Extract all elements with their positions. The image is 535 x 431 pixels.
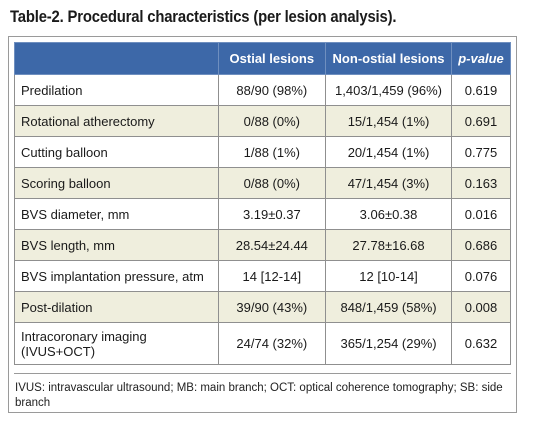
table-row: Predilation 88/90 (98%) 1,403/1,459 (96%…: [14, 74, 511, 106]
row-ostial: 39/90 (43%): [217, 291, 327, 323]
row-nonostial: 15/1,454 (1%): [325, 105, 452, 137]
header-pvalue: p-value: [451, 42, 511, 75]
table-row: Rotational atherectomy 0/88 (0%) 15/1,45…: [14, 105, 511, 137]
row-label: BVS length, mm: [14, 229, 219, 261]
procedural-characteristics-table: Ostial lesions Non-ostial lesions p-valu…: [14, 42, 511, 365]
row-ostial: 14 [12-14]: [217, 260, 327, 292]
row-ostial: 24/74 (32%): [217, 322, 327, 365]
row-nonostial: 848/1,459 (58%): [325, 291, 452, 323]
row-nonostial: 1,403/1,459 (96%): [325, 74, 452, 106]
row-nonostial: 12 [10-14]: [325, 260, 452, 292]
footnote-divider: [14, 373, 511, 374]
row-ostial: 0/88 (0%): [217, 105, 327, 137]
row-label: Post-dilation: [14, 291, 219, 323]
row-pvalue: 0.076: [451, 260, 511, 292]
table-row: Intracoronary imaging (IVUS+OCT) 24/74 (…: [14, 322, 511, 365]
table-row: BVS diameter, mm 3.19±0.37 3.06±0.38 0.0…: [14, 198, 511, 230]
row-nonostial: 365/1,254 (29%): [325, 322, 452, 365]
header-ostial: Ostial lesions: [217, 42, 327, 75]
row-pvalue: 0.632: [451, 322, 511, 365]
row-label: BVS implantation pressure, atm: [14, 260, 219, 292]
row-pvalue: 0.016: [451, 198, 511, 230]
table-frame: Ostial lesions Non-ostial lesions p-valu…: [8, 36, 517, 413]
row-ostial: 28.54±24.44: [217, 229, 327, 261]
row-pvalue: 0.619: [451, 74, 511, 106]
row-nonostial: 47/1,454 (3%): [325, 167, 452, 199]
row-pvalue: 0.686: [451, 229, 511, 261]
row-label-line2: (IVUS+OCT): [21, 343, 96, 359]
table-title: Table-2. Procedural characteristics (per…: [10, 8, 397, 26]
header-pvalue-text: p-value: [458, 51, 504, 66]
row-label: Rotational atherectomy: [14, 105, 219, 137]
header-label: [14, 42, 219, 75]
table-row: Post-dilation 39/90 (43%) 848/1,459 (58%…: [14, 291, 511, 323]
row-nonostial: 20/1,454 (1%): [325, 136, 452, 168]
row-label: Cutting balloon: [14, 136, 219, 168]
row-pvalue: 0.775: [451, 136, 511, 168]
row-pvalue: 0.163: [451, 167, 511, 199]
table-row: BVS implantation pressure, atm 14 [12-14…: [14, 260, 511, 292]
header-row: Ostial lesions Non-ostial lesions p-valu…: [14, 42, 511, 75]
row-label: Predilation: [14, 74, 219, 106]
row-label: BVS diameter, mm: [14, 198, 219, 230]
table-row: BVS length, mm 28.54±24.44 27.78±16.68 0…: [14, 229, 511, 261]
row-nonostial: 27.78±16.68: [325, 229, 452, 261]
row-ostial: 3.19±0.37: [217, 198, 327, 230]
row-ostial: 1/88 (1%): [217, 136, 327, 168]
header-nonostial: Non-ostial lesions: [325, 42, 452, 75]
row-ostial: 88/90 (98%): [217, 74, 327, 106]
row-pvalue: 0.691: [451, 105, 511, 137]
row-ostial: 0/88 (0%): [217, 167, 327, 199]
row-pvalue: 0.008: [451, 291, 511, 323]
row-label: Scoring balloon: [14, 167, 219, 199]
table-row: Cutting balloon 1/88 (1%) 20/1,454 (1%) …: [14, 136, 511, 168]
row-label: Intracoronary imaging (IVUS+OCT): [14, 322, 219, 365]
table-row: Scoring balloon 0/88 (0%) 47/1,454 (3%) …: [14, 167, 511, 199]
table-footnote: IVUS: intravascular ultrasound; MB: main…: [15, 382, 503, 409]
row-label-line1: Intracoronary imaging: [21, 328, 147, 344]
row-nonostial: 3.06±0.38: [325, 198, 452, 230]
